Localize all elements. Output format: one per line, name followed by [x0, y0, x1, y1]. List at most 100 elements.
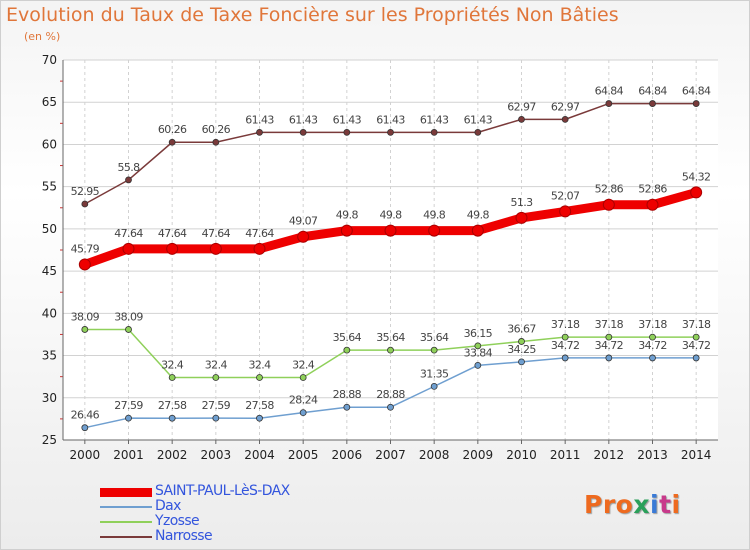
data-label: 62.97	[551, 100, 580, 113]
data-point	[605, 354, 613, 362]
data-point	[515, 211, 528, 224]
data-point	[387, 128, 394, 136]
data-label: 34.72	[551, 339, 580, 352]
data-point	[387, 346, 394, 354]
data-label: 55.8	[117, 161, 140, 174]
data-point	[256, 374, 263, 381]
data-label: 52.07	[551, 189, 580, 202]
data-point	[343, 403, 351, 411]
legend-label: Yzosse	[155, 513, 200, 529]
data-label: 28.88	[376, 388, 405, 401]
data-label: 32.4	[292, 359, 315, 372]
data-point	[430, 346, 438, 354]
data-point	[692, 100, 700, 107]
data-label: 33.84	[464, 346, 493, 359]
legend-label: SAINT-PAUL-LèS-DAX	[155, 483, 290, 499]
data-label: 52.95	[71, 185, 100, 198]
legend-label: Dax	[155, 498, 181, 514]
data-label: 32.4	[161, 359, 184, 372]
data-label: 32.4	[205, 359, 228, 372]
data-label: 64.84	[682, 85, 711, 98]
data-label: 35.64	[376, 331, 405, 344]
x-tick-label: 2014	[681, 448, 712, 462]
y-tick-label: 65	[42, 95, 57, 109]
data-point	[387, 403, 394, 411]
data-point	[384, 224, 397, 237]
data-point	[125, 414, 132, 422]
data-point	[81, 326, 89, 333]
data-point	[122, 242, 135, 255]
data-point	[561, 115, 569, 123]
data-label: 35.64	[333, 331, 362, 344]
data-point	[430, 128, 438, 136]
data-label: 47.64	[202, 227, 231, 240]
data-point	[81, 200, 89, 208]
data-label: 37.18	[638, 318, 667, 331]
data-label: 34.25	[507, 343, 536, 356]
data-point	[690, 186, 703, 199]
data-label: 34.72	[595, 339, 624, 352]
data-point	[168, 374, 176, 381]
data-label: 49.07	[289, 215, 318, 228]
data-label: 26.46	[71, 409, 100, 422]
y-tick-label: 40	[42, 306, 57, 320]
x-tick-label: 2002	[157, 448, 188, 462]
data-point	[125, 176, 132, 184]
data-label: 60.26	[158, 123, 187, 136]
data-point	[299, 374, 307, 381]
y-tick-label: 45	[42, 264, 57, 278]
data-point	[518, 358, 525, 366]
data-label: 49.8	[467, 209, 490, 222]
data-point	[474, 128, 482, 136]
data-point	[518, 338, 525, 345]
y-tick-label: 60	[42, 137, 57, 151]
data-point	[474, 361, 482, 369]
data-label: 49.8	[379, 209, 402, 222]
data-point	[649, 333, 656, 341]
data-label: 61.43	[420, 113, 449, 126]
x-tick-label: 2013	[637, 448, 668, 462]
x-tick-label: 2012	[594, 448, 625, 462]
data-label: 47.64	[245, 227, 274, 240]
y-tick-label: 55	[42, 180, 57, 194]
data-point	[649, 100, 656, 107]
data-label: 27.59	[202, 399, 231, 412]
data-label: 60.26	[202, 123, 231, 136]
data-label: 28.88	[333, 388, 362, 401]
data-label: 61.43	[245, 113, 274, 126]
data-point	[430, 382, 438, 390]
data-point	[649, 354, 656, 362]
data-point	[559, 205, 572, 218]
data-point	[605, 100, 613, 107]
data-label: 27.58	[158, 399, 187, 412]
legend-label: Narrosse	[155, 528, 213, 544]
data-label: 34.72	[682, 339, 711, 352]
data-point	[471, 224, 484, 237]
y-tick-label: 35	[42, 349, 57, 363]
data-label: 47.64	[114, 227, 143, 240]
data-point	[81, 424, 89, 432]
data-label: 49.8	[336, 209, 359, 222]
x-tick-label: 2005	[288, 448, 319, 462]
y-tick-label: 30	[42, 391, 57, 405]
data-label: 38.09	[114, 310, 143, 323]
proxiti-logo: Proxiti	[584, 490, 681, 519]
data-point	[605, 333, 613, 341]
data-point	[692, 354, 700, 362]
legend-swatch	[100, 506, 152, 508]
data-point	[168, 414, 176, 422]
data-point	[474, 342, 482, 350]
data-label: 32.4	[248, 359, 271, 372]
x-tick-label: 2009	[463, 448, 494, 462]
data-label: 47.64	[158, 227, 187, 240]
data-point	[646, 198, 659, 211]
data-point	[340, 224, 353, 237]
data-label: 64.84	[638, 85, 667, 98]
data-label: 61.43	[333, 113, 362, 126]
data-label: 54.32	[682, 170, 711, 183]
x-tick-label: 2010	[506, 448, 537, 462]
x-tick-label: 2011	[550, 448, 581, 462]
data-point	[209, 242, 222, 255]
x-tick-label: 2007	[375, 448, 406, 462]
